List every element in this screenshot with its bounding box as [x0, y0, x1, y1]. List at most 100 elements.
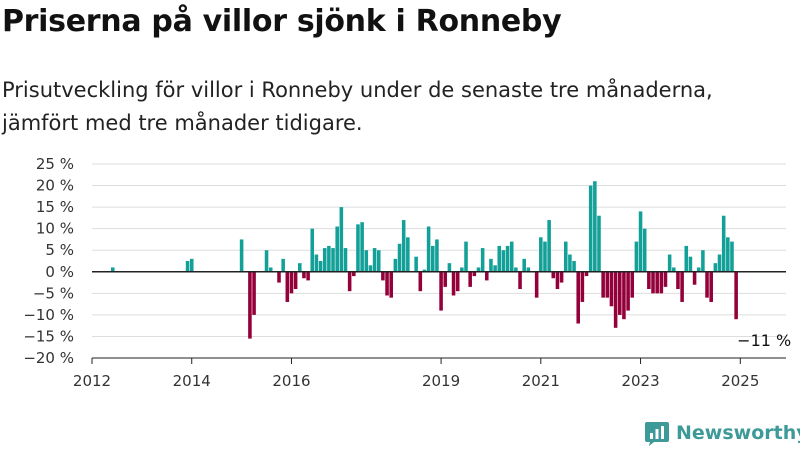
bar [360, 222, 364, 272]
bar [655, 271, 659, 294]
bar [509, 241, 514, 272]
bar [268, 267, 273, 272]
bar [572, 261, 576, 272]
bar [593, 181, 597, 272]
axes [92, 271, 786, 359]
bar [667, 254, 672, 272]
bar [692, 271, 697, 285]
bar [638, 211, 643, 272]
bar [576, 271, 580, 324]
bar [185, 261, 190, 272]
bar [111, 267, 115, 272]
bar [356, 224, 360, 272]
bar [713, 263, 718, 272]
bar [189, 258, 194, 272]
bar [501, 250, 506, 272]
y-tick-label: 0 % [45, 263, 74, 281]
bar [613, 271, 618, 328]
bar [630, 271, 635, 298]
bar [584, 271, 589, 277]
bar [696, 267, 701, 272]
bar [680, 271, 684, 302]
brand-logo: Newsworthy [644, 418, 800, 448]
bar [617, 271, 622, 315]
bar [289, 271, 294, 294]
x-tick-label: 2025 [721, 372, 759, 390]
bar [534, 271, 539, 298]
bar [543, 241, 547, 272]
bar [314, 254, 319, 272]
bar [480, 248, 485, 272]
bar [688, 256, 693, 272]
page-title: Priserna på villor sjönk i Ronneby [2, 4, 562, 39]
x-tick-label: 2021 [522, 372, 560, 390]
bar [555, 271, 560, 290]
bar [239, 239, 244, 272]
bar [376, 250, 381, 272]
bar [293, 271, 298, 290]
bar [322, 248, 327, 272]
bar [493, 265, 497, 272]
bar [663, 271, 668, 287]
x-tick-label: 2023 [621, 372, 659, 390]
bar [676, 271, 680, 290]
y-tick-label: 10 % [36, 220, 74, 238]
bar [306, 271, 310, 281]
bar [460, 267, 464, 272]
bar [559, 271, 564, 283]
bar [364, 250, 369, 272]
bar [331, 248, 335, 272]
x-axis-tick-labels: 2012 2014 2016 2019 2021 2023 2025 [73, 358, 759, 390]
bar [352, 271, 356, 277]
bar [401, 220, 406, 272]
bar [426, 226, 431, 272]
bar [526, 267, 531, 272]
bar [476, 267, 481, 272]
bars [111, 181, 738, 339]
bar [439, 271, 443, 311]
bar [335, 226, 339, 272]
bar [651, 271, 655, 294]
annotations: −11 % [737, 331, 791, 350]
y-tick-label: −10 % [23, 306, 74, 324]
bar [343, 248, 348, 272]
bar [368, 265, 373, 272]
bar [497, 245, 502, 272]
bar [281, 258, 285, 272]
bar [709, 271, 713, 302]
bar [455, 271, 460, 292]
x-tick-label: 2016 [272, 372, 310, 390]
bar [588, 185, 593, 272]
bar [406, 237, 410, 272]
bar [302, 271, 306, 279]
bar [381, 271, 385, 281]
bar [397, 243, 402, 272]
bar [605, 271, 610, 298]
bar [518, 271, 522, 290]
y-tick-label: −5 % [33, 284, 74, 302]
bar [563, 241, 568, 272]
bar [372, 248, 377, 272]
bar [647, 271, 651, 290]
bar [468, 271, 472, 287]
bar [414, 256, 418, 272]
bar [339, 207, 344, 272]
bar [597, 215, 601, 272]
bar [385, 271, 389, 296]
bar [634, 241, 639, 272]
bar [672, 267, 676, 272]
bar [435, 239, 439, 272]
x-tick-label: 2012 [73, 372, 111, 390]
bar [285, 271, 290, 302]
last-value-label: −11 % [737, 331, 791, 350]
y-tick-label: 25 % [36, 155, 74, 173]
bar [252, 271, 256, 315]
bar [547, 220, 551, 272]
bar [264, 250, 269, 272]
bar [430, 245, 435, 272]
bar [717, 254, 722, 272]
y-tick-label: 5 % [45, 241, 74, 259]
page-subtitle: Prisutveckling för villor i Ronneby unde… [2, 78, 713, 135]
bar [684, 245, 689, 272]
